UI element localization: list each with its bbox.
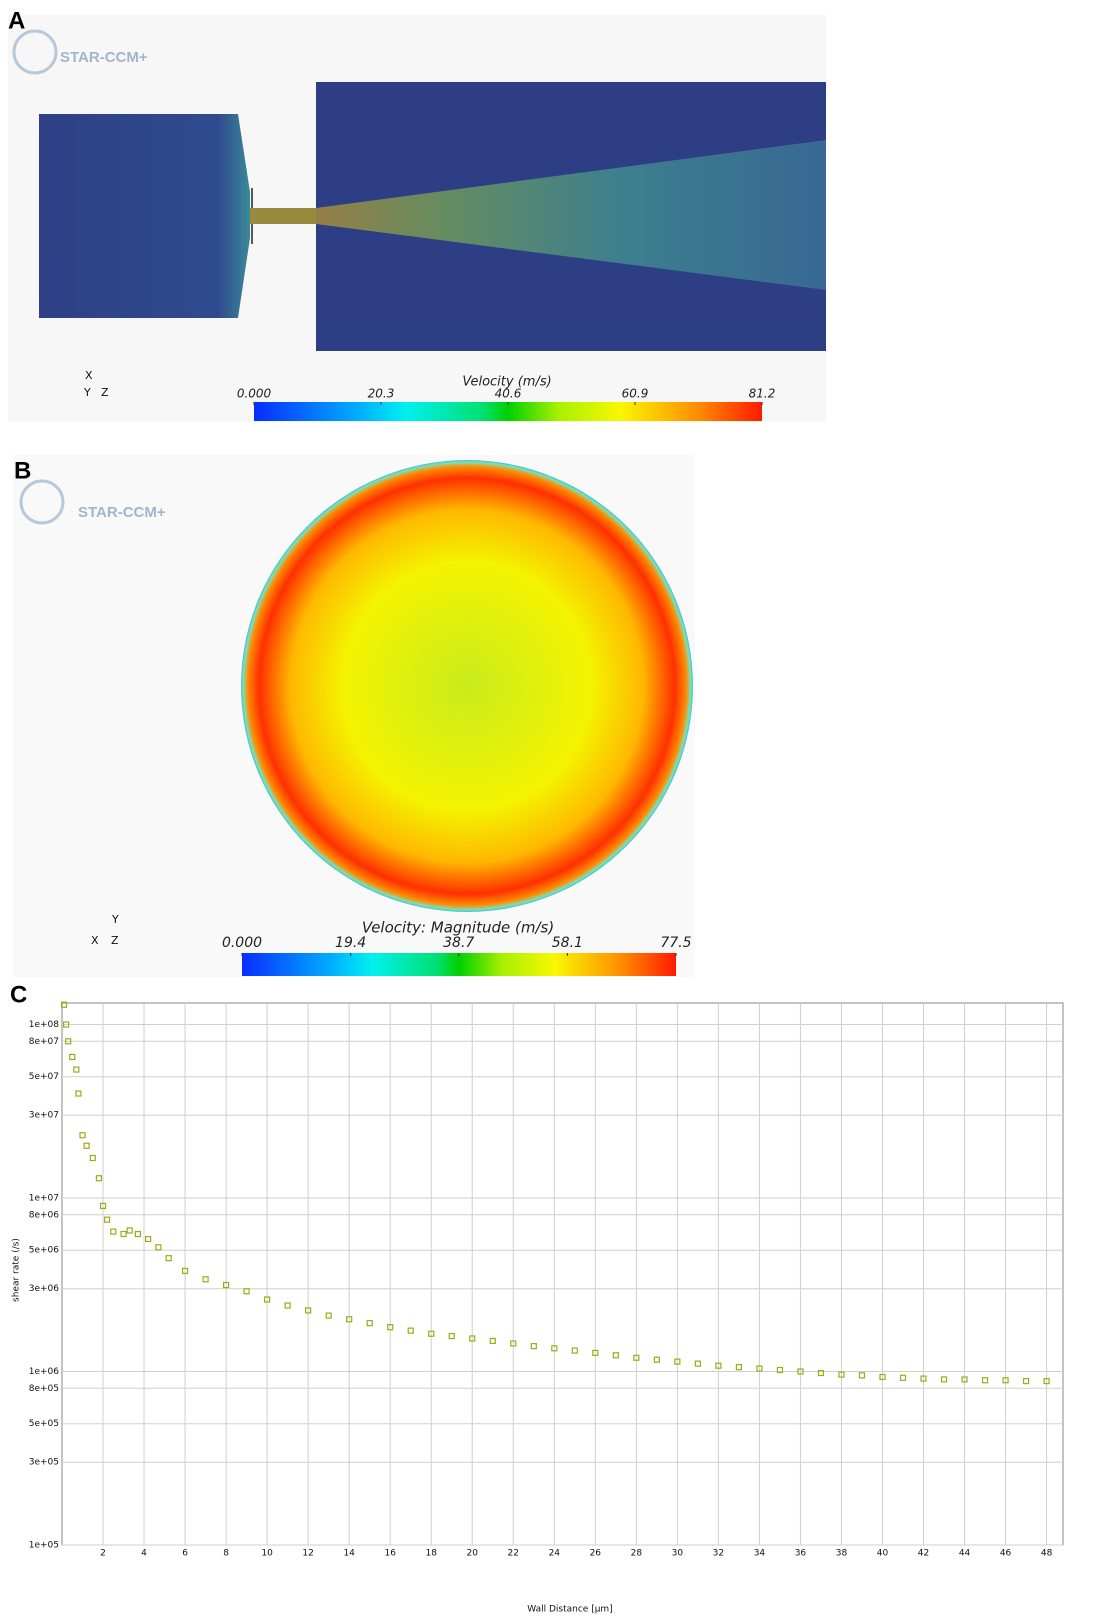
x-tick-label: 20 xyxy=(467,1549,479,1559)
y-tick-label: 5e+05 xyxy=(29,1419,59,1429)
colorbar-tick-label: 20.3 xyxy=(368,387,395,401)
x-tick-label: 36 xyxy=(795,1549,807,1559)
y-tick-label: 8e+05 xyxy=(29,1384,59,1394)
y-tick-label: 8e+07 xyxy=(29,1037,59,1047)
y-tick-label: 3e+07 xyxy=(29,1111,59,1121)
x-tick-label: 26 xyxy=(590,1549,602,1559)
x-tick-label: 24 xyxy=(549,1549,561,1559)
logo: STAR-CCM+ xyxy=(60,49,148,66)
colorbar-tick-label: 81.2 xyxy=(749,387,776,401)
plot-area xyxy=(62,1003,1063,1545)
colorbar-tick-label: 0.000 xyxy=(222,935,262,951)
y-tick-label: 1e+08 xyxy=(29,1020,60,1030)
colorbar-tick-label: 19.4 xyxy=(335,935,366,951)
panel-label: C xyxy=(10,981,27,1008)
panel-label: B xyxy=(14,457,31,484)
x-tick-label: 6 xyxy=(182,1549,188,1559)
inlet-chamber xyxy=(39,114,250,318)
y-axis-label: shear rate (/s) xyxy=(12,1238,22,1302)
x-tick-label: 44 xyxy=(959,1549,971,1559)
y-tick-label: 1e+07 xyxy=(29,1193,59,1203)
x-tick-label: 18 xyxy=(425,1549,437,1559)
colorbar xyxy=(242,953,676,976)
y-tick-label: 3e+05 xyxy=(29,1458,59,1468)
triad-label: Y xyxy=(111,913,119,926)
y-tick-label: 1e+05 xyxy=(29,1541,59,1551)
colorbar-tick-label: 40.6 xyxy=(495,387,522,401)
x-tick-label: 10 xyxy=(261,1549,273,1559)
y-tick-label: 1e+06 xyxy=(29,1367,60,1377)
panel-label: A xyxy=(8,7,25,34)
triad-label: X xyxy=(91,934,99,947)
logo: STAR-CCM+ xyxy=(78,504,166,521)
y-tick-label: 5e+06 xyxy=(29,1246,60,1256)
x-tick-label: 28 xyxy=(631,1549,643,1559)
nozzle xyxy=(250,208,316,224)
x-tick-label: 46 xyxy=(1000,1549,1012,1559)
figure: A STAR-CCM+ X Y Z Velocity (m/s) B STAR-… xyxy=(0,0,1098,1616)
x-tick-label: 22 xyxy=(508,1549,519,1559)
x-tick-label: 32 xyxy=(713,1549,724,1559)
triad-label: Z xyxy=(101,386,109,399)
y-tick-label: 3e+06 xyxy=(29,1284,60,1294)
colorbar-tick-label: 0.000 xyxy=(237,387,272,401)
x-tick-label: 12 xyxy=(302,1549,313,1559)
x-tick-label: 2 xyxy=(100,1549,106,1559)
x-tick-label: 14 xyxy=(343,1549,355,1559)
triad-label: Y xyxy=(83,386,91,399)
colorbar-title: Velocity: Magnitude (m/s) xyxy=(362,919,554,937)
x-tick-label: 40 xyxy=(877,1549,889,1559)
colorbar-tick-label: 58.1 xyxy=(552,935,583,951)
x-axis-label: Wall Distance [μm] xyxy=(527,1605,612,1615)
x-tick-label: 42 xyxy=(918,1549,929,1559)
triad-label: Z xyxy=(111,934,119,947)
y-tick-label: 8e+06 xyxy=(29,1210,60,1220)
x-tick-label: 48 xyxy=(1041,1549,1053,1559)
x-tick-label: 4 xyxy=(141,1549,147,1559)
colorbar-tick-label: 77.5 xyxy=(660,935,691,951)
x-tick-label: 16 xyxy=(384,1549,396,1559)
x-tick-label: 8 xyxy=(223,1549,229,1559)
cross-section xyxy=(241,460,693,912)
colorbar-tick-label: 60.9 xyxy=(622,387,649,401)
triad-label: X xyxy=(85,369,93,382)
colorbar-tick-label: 38.7 xyxy=(443,935,474,951)
y-tick-label: 5e+07 xyxy=(29,1072,59,1082)
x-tick-label: 38 xyxy=(836,1549,848,1559)
x-tick-label: 34 xyxy=(754,1549,766,1559)
x-tick-label: 30 xyxy=(672,1549,684,1559)
